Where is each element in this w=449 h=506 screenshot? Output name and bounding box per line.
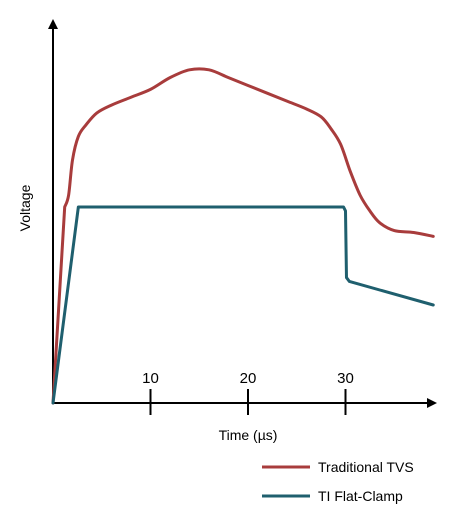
x-tick-label-20: 20 bbox=[240, 370, 257, 387]
legend: Traditional TVS TI Flat-Clamp bbox=[262, 459, 414, 504]
legend-label-traditional-tvs: Traditional TVS bbox=[318, 459, 414, 475]
x-tick-label-10: 10 bbox=[142, 370, 159, 387]
legend-label-ti-flat-clamp: TI Flat-Clamp bbox=[318, 488, 403, 504]
series-line-traditional-tvs bbox=[51, 67, 435, 405]
y-axis-label: Voltage bbox=[17, 184, 33, 231]
series-group bbox=[51, 67, 435, 405]
x-axis-label: Time (µs) bbox=[219, 427, 278, 443]
x-ticks: 10 20 30 bbox=[142, 370, 354, 415]
series-line-ti-flat-clamp bbox=[51, 205, 435, 405]
x-tick-label-30: 30 bbox=[337, 370, 354, 387]
